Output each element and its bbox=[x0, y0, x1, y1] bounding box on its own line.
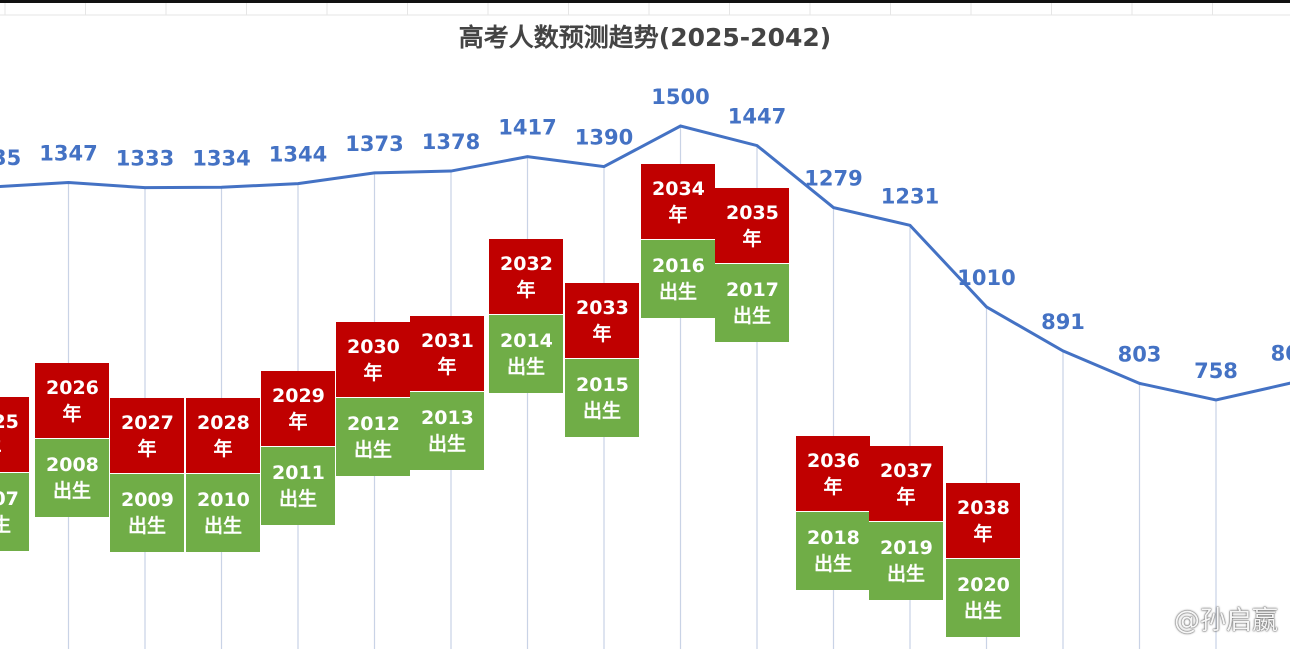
year-cell: 2030年 bbox=[336, 322, 410, 398]
year-cell: 2036年 bbox=[796, 436, 870, 512]
annotation-box: 2033年 2015出生 bbox=[565, 283, 639, 437]
year-label: 2027年 bbox=[121, 411, 174, 460]
year-label: 2030年 bbox=[347, 335, 400, 384]
data-label: 1373 bbox=[345, 132, 403, 156]
annotation-box: 2034年 2016出生 bbox=[641, 164, 715, 318]
annotation-box: 2035年 2017出生 bbox=[715, 188, 789, 342]
year-label: 2034年 bbox=[652, 177, 705, 226]
data-label: 758 bbox=[1194, 359, 1238, 383]
year-label: 2033年 bbox=[576, 296, 629, 345]
birth-cell: 2007出生 bbox=[0, 473, 29, 551]
year-cell: 2026年 bbox=[35, 363, 109, 439]
data-label: 1344 bbox=[269, 143, 327, 167]
birth-label: 2019出生 bbox=[880, 537, 933, 585]
year-label: 2031年 bbox=[421, 329, 474, 378]
birth-cell: 2017出生 bbox=[715, 264, 789, 342]
data-label: 803 bbox=[1118, 342, 1162, 366]
annotation-box: 2025年 2007出生 bbox=[0, 397, 29, 551]
year-label: 2032年 bbox=[500, 252, 553, 301]
birth-cell: 2019出生 bbox=[869, 522, 943, 600]
annotation-box: 2031年 2013出生 bbox=[410, 316, 484, 470]
year-cell: 2033年 bbox=[565, 283, 639, 359]
data-label: 1010 bbox=[957, 266, 1015, 290]
data-label: 1417 bbox=[498, 116, 556, 140]
birth-cell: 2015出生 bbox=[565, 359, 639, 437]
data-label: 1279 bbox=[804, 167, 862, 191]
year-label: 2036年 bbox=[807, 449, 860, 498]
data-label: 1333 bbox=[116, 147, 174, 171]
birth-label: 2010出生 bbox=[197, 489, 250, 537]
annotation-box: 2027年 2009出生 bbox=[110, 398, 184, 552]
year-cell: 2028年 bbox=[186, 398, 260, 474]
annotation-box: 2026年 2008出生 bbox=[35, 363, 109, 517]
birth-label: 2016出生 bbox=[652, 255, 705, 303]
data-label: 1378 bbox=[422, 130, 480, 154]
year-cell: 2034年 bbox=[641, 164, 715, 240]
birth-label: 2013出生 bbox=[421, 407, 474, 455]
annotation-box: 2038年 2020出生 bbox=[946, 483, 1020, 637]
top-band bbox=[0, 0, 1290, 3]
top-grid bbox=[0, 3, 1290, 16]
annotation-box: 2029年 2011出生 bbox=[261, 371, 335, 525]
year-label: 2029年 bbox=[272, 384, 325, 433]
birth-label: 2014出生 bbox=[500, 330, 553, 378]
birth-label: 2015出生 bbox=[576, 374, 629, 422]
chart-title: 高考人数预测趋势(2025-2042) bbox=[459, 23, 831, 52]
year-cell: 2027年 bbox=[110, 398, 184, 474]
birth-label: 2007出生 bbox=[0, 488, 19, 536]
year-label: 2038年 bbox=[957, 496, 1010, 545]
birth-label: 2017出生 bbox=[726, 279, 779, 327]
birth-cell: 2012出生 bbox=[336, 398, 410, 476]
data-label: 1447 bbox=[728, 105, 786, 129]
data-line bbox=[0, 124, 1290, 402]
year-label: 2025年 bbox=[0, 410, 19, 459]
data-label: 1500 bbox=[651, 85, 709, 109]
birth-label: 2020出生 bbox=[957, 574, 1010, 622]
annotation-box: 2030年 2012出生 bbox=[336, 322, 410, 476]
year-cell: 2031年 bbox=[410, 316, 484, 392]
birth-cell: 2008出生 bbox=[35, 439, 109, 517]
birth-label: 2012出生 bbox=[347, 413, 400, 461]
annotation-box: 2036年 2018出生 bbox=[796, 436, 870, 590]
year-label: 2035年 bbox=[726, 201, 779, 250]
annotation-box: 2037年 2019出生 bbox=[869, 446, 943, 600]
birth-cell: 2014出生 bbox=[489, 315, 563, 393]
data-label: 1334 bbox=[192, 146, 250, 170]
year-cell: 2032年 bbox=[489, 239, 563, 315]
data-label: 1231 bbox=[881, 184, 939, 208]
birth-cell: 2013出生 bbox=[410, 392, 484, 470]
year-cell: 2038年 bbox=[946, 483, 1020, 559]
data-label: 805 bbox=[1271, 342, 1290, 366]
data-label: 1347 bbox=[39, 141, 97, 165]
annotation-box: 2028年 2010出生 bbox=[186, 398, 260, 552]
birth-cell: 2018出生 bbox=[796, 512, 870, 590]
year-cell: 2029年 bbox=[261, 371, 335, 447]
data-label: 1335 bbox=[0, 146, 21, 170]
year-label: 2037年 bbox=[880, 459, 933, 508]
birth-cell: 2011出生 bbox=[261, 447, 335, 525]
year-cell: 2035年 bbox=[715, 188, 789, 264]
year-cell: 2025年 bbox=[0, 397, 29, 473]
annotation-box: 2032年 2014出生 bbox=[489, 239, 563, 393]
birth-cell: 2009出生 bbox=[110, 474, 184, 552]
data-label: 891 bbox=[1041, 310, 1085, 334]
birth-label: 2011出生 bbox=[272, 462, 325, 510]
birth-label: 2008出生 bbox=[46, 454, 99, 502]
birth-label: 2009出生 bbox=[121, 489, 174, 537]
birth-label: 2018出生 bbox=[807, 527, 860, 575]
year-label: 2026年 bbox=[46, 376, 99, 425]
data-label: 1390 bbox=[575, 126, 633, 150]
watermark: @孙启嬴 bbox=[1173, 606, 1278, 636]
year-label: 2028年 bbox=[197, 411, 250, 460]
birth-cell: 2016出生 bbox=[641, 240, 715, 318]
birth-cell: 2010出生 bbox=[186, 474, 260, 552]
birth-cell: 2020出生 bbox=[946, 559, 1020, 637]
year-cell: 2037年 bbox=[869, 446, 943, 522]
